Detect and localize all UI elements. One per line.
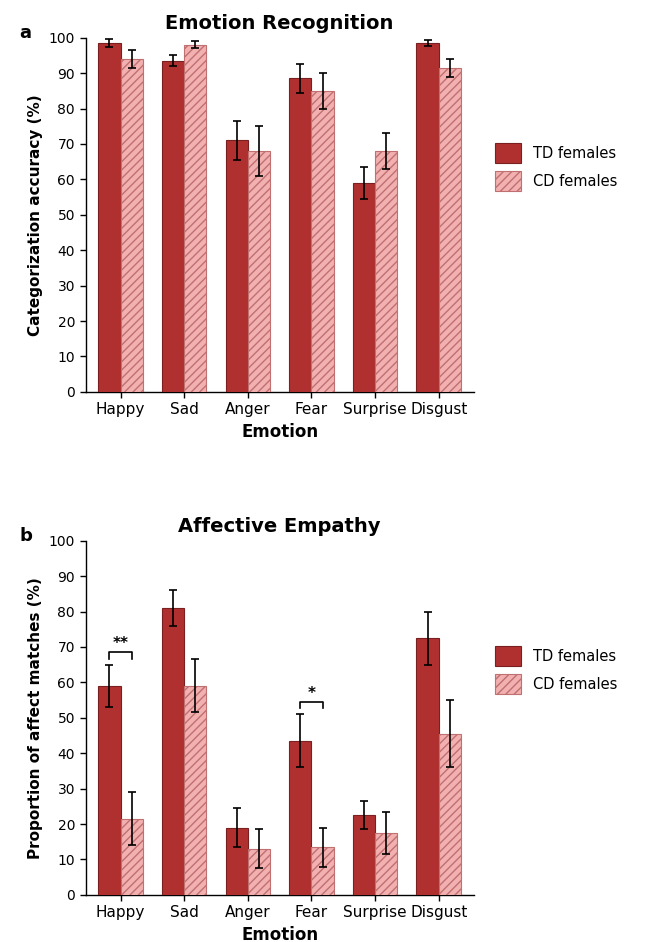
Bar bbox=[353, 183, 375, 392]
Bar bbox=[375, 151, 397, 392]
Bar bbox=[353, 815, 375, 895]
X-axis label: Emotion: Emotion bbox=[241, 926, 318, 942]
Y-axis label: Categorization accuracy (%): Categorization accuracy (%) bbox=[28, 94, 43, 335]
Bar bbox=[439, 68, 461, 392]
Bar bbox=[439, 734, 461, 895]
Bar bbox=[184, 45, 207, 392]
Bar bbox=[311, 847, 334, 895]
Bar bbox=[417, 638, 439, 895]
Bar bbox=[311, 90, 334, 392]
Bar bbox=[120, 59, 143, 392]
Bar bbox=[162, 608, 184, 895]
Text: b: b bbox=[20, 527, 32, 544]
Bar bbox=[290, 740, 311, 895]
Title: Emotion Recognition: Emotion Recognition bbox=[165, 14, 394, 33]
X-axis label: Emotion: Emotion bbox=[241, 423, 318, 441]
Bar bbox=[120, 819, 143, 895]
Bar bbox=[375, 833, 397, 895]
Bar bbox=[248, 151, 270, 392]
Bar bbox=[98, 686, 120, 895]
Y-axis label: Proportion of affect matches (%): Proportion of affect matches (%) bbox=[28, 577, 43, 859]
Text: a: a bbox=[20, 24, 32, 41]
Legend: TD females, CD females: TD females, CD females bbox=[490, 640, 623, 700]
Legend: TD females, CD females: TD females, CD females bbox=[490, 137, 623, 197]
Bar bbox=[98, 43, 120, 392]
Bar bbox=[248, 849, 270, 895]
Bar bbox=[226, 140, 248, 392]
Bar bbox=[290, 78, 311, 392]
Bar bbox=[162, 60, 184, 392]
Bar bbox=[184, 686, 207, 895]
Bar bbox=[226, 828, 248, 895]
Bar bbox=[417, 43, 439, 392]
Text: **: ** bbox=[113, 636, 128, 651]
Text: *: * bbox=[307, 686, 315, 701]
Title: Affective Empathy: Affective Empathy bbox=[178, 517, 381, 536]
